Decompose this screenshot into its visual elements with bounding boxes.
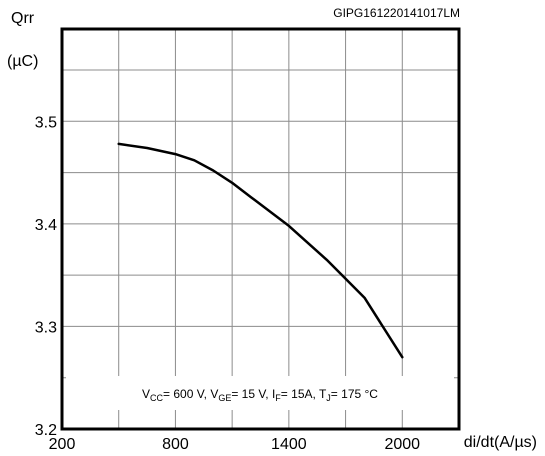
y-axis-unit: (µC): [7, 53, 38, 70]
if-symbol: I: [272, 387, 275, 401]
x-tick-label: 2000: [384, 436, 420, 453]
if-value: = 15A,: [281, 387, 316, 401]
vcc-subscript: CC: [150, 393, 163, 403]
grid-lines: [62, 29, 459, 429]
test-conditions: VCC= 600 V, VGE= 15 V, IF= 15A, TJ= 175 …: [142, 387, 378, 403]
tj-subscript: J: [326, 393, 331, 403]
x-tick-label: 200: [49, 436, 76, 453]
x-tick-label: 800: [162, 436, 189, 453]
series-line-0: [117, 142, 404, 359]
vge-symbol: V: [210, 387, 218, 401]
y-tick-label: 3.4: [35, 217, 57, 234]
vcc-value: = 600 V,: [163, 387, 207, 401]
y-tick-label: 3.2: [35, 422, 57, 439]
tj-value: = 175 °C: [331, 387, 378, 401]
vge-subscript: GE: [218, 393, 231, 403]
series-layer: [117, 142, 404, 359]
vcc-symbol: V: [142, 387, 150, 401]
figure-id: GIPG161220141017LM: [333, 6, 460, 20]
y-tick-label: 3.5: [35, 114, 57, 131]
plot-frame: [60, 27, 461, 431]
y-tick-labels: 3.2 3.3 3.4 3.5: [35, 114, 57, 439]
y-axis-label: Qrr: [11, 10, 35, 27]
conditions-box: [66, 376, 454, 410]
vge-value: = 15 V,: [231, 387, 268, 401]
tj-symbol: T: [319, 387, 327, 401]
y-tick-label: 3.3: [35, 319, 57, 336]
x-tick-label: 1400: [271, 436, 307, 453]
x-tick-labels: 200 800 1400 2000: [49, 436, 421, 453]
x-axis-label: di/dt(A/µs): [464, 434, 537, 451]
if-subscript: F: [275, 393, 281, 403]
